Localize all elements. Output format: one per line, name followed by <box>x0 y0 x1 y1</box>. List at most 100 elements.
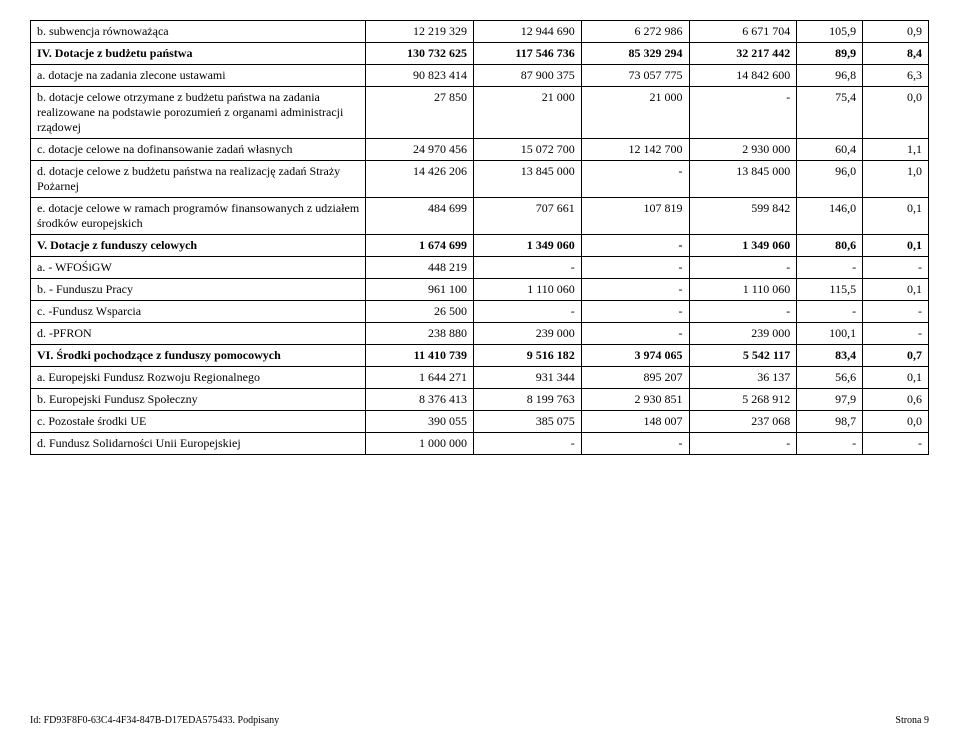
cell-value: - <box>689 301 797 323</box>
cell-value: - <box>581 323 689 345</box>
cell-value: 75,4 <box>797 87 863 139</box>
row-label: a. dotacje na zadania zlecone ustawami <box>31 65 366 87</box>
table-row: c. dotacje celowe na dofinansowanie zada… <box>31 139 929 161</box>
table-row: IV. Dotacje z budżetu państwa130 732 625… <box>31 43 929 65</box>
cell-value: - <box>474 301 582 323</box>
cell-value: 1,1 <box>863 139 929 161</box>
table-row: d. dotacje celowe z budżetu państwa na r… <box>31 161 929 198</box>
row-label: b. - Funduszu Pracy <box>31 279 366 301</box>
cell-value: 96,8 <box>797 65 863 87</box>
cell-value: 36 137 <box>689 367 797 389</box>
row-label: a. Europejski Fundusz Rozwoju Regionalne… <box>31 367 366 389</box>
cell-value: - <box>863 433 929 455</box>
cell-value: 8 199 763 <box>474 389 582 411</box>
cell-value: 130 732 625 <box>366 43 474 65</box>
budget-table: b. subwencja równoważąca12 219 32912 944… <box>30 20 929 455</box>
row-label: V. Dotacje z funduszy celowych <box>31 235 366 257</box>
cell-value: 6 272 986 <box>581 21 689 43</box>
table-row: V. Dotacje z funduszy celowych1 674 6991… <box>31 235 929 257</box>
table-row: b. subwencja równoważąca12 219 32912 944… <box>31 21 929 43</box>
cell-value: 87 900 375 <box>474 65 582 87</box>
cell-value: 9 516 182 <box>474 345 582 367</box>
cell-value: 0,9 <box>863 21 929 43</box>
cell-value: 0,7 <box>863 345 929 367</box>
cell-value: 89,9 <box>797 43 863 65</box>
cell-value: 8 376 413 <box>366 389 474 411</box>
cell-value: 448 219 <box>366 257 474 279</box>
cell-value: 0,1 <box>863 235 929 257</box>
cell-value: 3 974 065 <box>581 345 689 367</box>
cell-value: 96,0 <box>797 161 863 198</box>
page-footer: Id: FD93F8F0-63C4-4F34-847B-D17EDA575433… <box>30 715 929 726</box>
table-row: b. - Funduszu Pracy961 1001 110 060-1 11… <box>31 279 929 301</box>
cell-value: 21 000 <box>474 87 582 139</box>
cell-value: 385 075 <box>474 411 582 433</box>
cell-value: - <box>863 323 929 345</box>
cell-value: - <box>689 433 797 455</box>
table-row: e. dotacje celowe w ramach programów fin… <box>31 198 929 235</box>
cell-value: 98,7 <box>797 411 863 433</box>
row-label: c. Pozostałe środki UE <box>31 411 366 433</box>
cell-value: - <box>797 433 863 455</box>
cell-value: 105,9 <box>797 21 863 43</box>
cell-value: 13 845 000 <box>474 161 582 198</box>
cell-value: 0,1 <box>863 279 929 301</box>
cell-value: - <box>581 257 689 279</box>
cell-value: 0,0 <box>863 411 929 433</box>
cell-value: - <box>797 301 863 323</box>
cell-value: 0,1 <box>863 367 929 389</box>
document-id: Id: FD93F8F0-63C4-4F34-847B-D17EDA575433… <box>30 715 279 726</box>
row-label: b. Europejski Fundusz Społeczny <box>31 389 366 411</box>
cell-value: - <box>581 433 689 455</box>
row-label: d. Fundusz Solidarności Unii Europejskie… <box>31 433 366 455</box>
cell-value: - <box>689 87 797 139</box>
cell-value: 2 930 851 <box>581 389 689 411</box>
table-row: b. Europejski Fundusz Społeczny8 376 413… <box>31 389 929 411</box>
cell-value: 80,6 <box>797 235 863 257</box>
cell-value: 146,0 <box>797 198 863 235</box>
cell-value: - <box>474 433 582 455</box>
cell-value: 1 110 060 <box>689 279 797 301</box>
cell-value: 11 410 739 <box>366 345 474 367</box>
cell-value: 13 845 000 <box>689 161 797 198</box>
cell-value: - <box>581 161 689 198</box>
row-label: d. -PFRON <box>31 323 366 345</box>
table-row: d. Fundusz Solidarności Unii Europejskie… <box>31 433 929 455</box>
page-number: Strona 9 <box>895 715 929 726</box>
cell-value: 90 823 414 <box>366 65 474 87</box>
table-row: a. dotacje na zadania zlecone ustawami90… <box>31 65 929 87</box>
cell-value: 599 842 <box>689 198 797 235</box>
cell-value: 0,0 <box>863 87 929 139</box>
cell-value: 12 219 329 <box>366 21 474 43</box>
cell-value: 107 819 <box>581 198 689 235</box>
cell-value: 1 110 060 <box>474 279 582 301</box>
cell-value: 85 329 294 <box>581 43 689 65</box>
row-label: c. dotacje celowe na dofinansowanie zada… <box>31 139 366 161</box>
table-row: b. dotacje celowe otrzymane z budżetu pa… <box>31 87 929 139</box>
row-label: IV. Dotacje z budżetu państwa <box>31 43 366 65</box>
cell-value: 56,6 <box>797 367 863 389</box>
cell-value: 1 000 000 <box>366 433 474 455</box>
row-label: a. - WFOŚiGW <box>31 257 366 279</box>
row-label: d. dotacje celowe z budżetu państwa na r… <box>31 161 366 198</box>
cell-value: 5 542 117 <box>689 345 797 367</box>
cell-value: 73 057 775 <box>581 65 689 87</box>
table-row: d. -PFRON238 880239 000-239 000100,1- <box>31 323 929 345</box>
row-label: c. -Fundusz Wsparcia <box>31 301 366 323</box>
cell-value: 238 880 <box>366 323 474 345</box>
cell-value: 707 661 <box>474 198 582 235</box>
cell-value: - <box>581 235 689 257</box>
cell-value: - <box>863 301 929 323</box>
cell-value: 26 500 <box>366 301 474 323</box>
table-row: VI. Środki pochodzące z funduszy pomocow… <box>31 345 929 367</box>
cell-value: 239 000 <box>689 323 797 345</box>
table-row: a. - WFOŚiGW448 219----- <box>31 257 929 279</box>
cell-value: 961 100 <box>366 279 474 301</box>
cell-value: 484 699 <box>366 198 474 235</box>
cell-value: 1 644 271 <box>366 367 474 389</box>
cell-value: 27 850 <box>366 87 474 139</box>
row-label: b. subwencja równoważąca <box>31 21 366 43</box>
cell-value: - <box>581 279 689 301</box>
table-row: c. Pozostałe środki UE390 055385 075148 … <box>31 411 929 433</box>
row-label: b. dotacje celowe otrzymane z budżetu pa… <box>31 87 366 139</box>
